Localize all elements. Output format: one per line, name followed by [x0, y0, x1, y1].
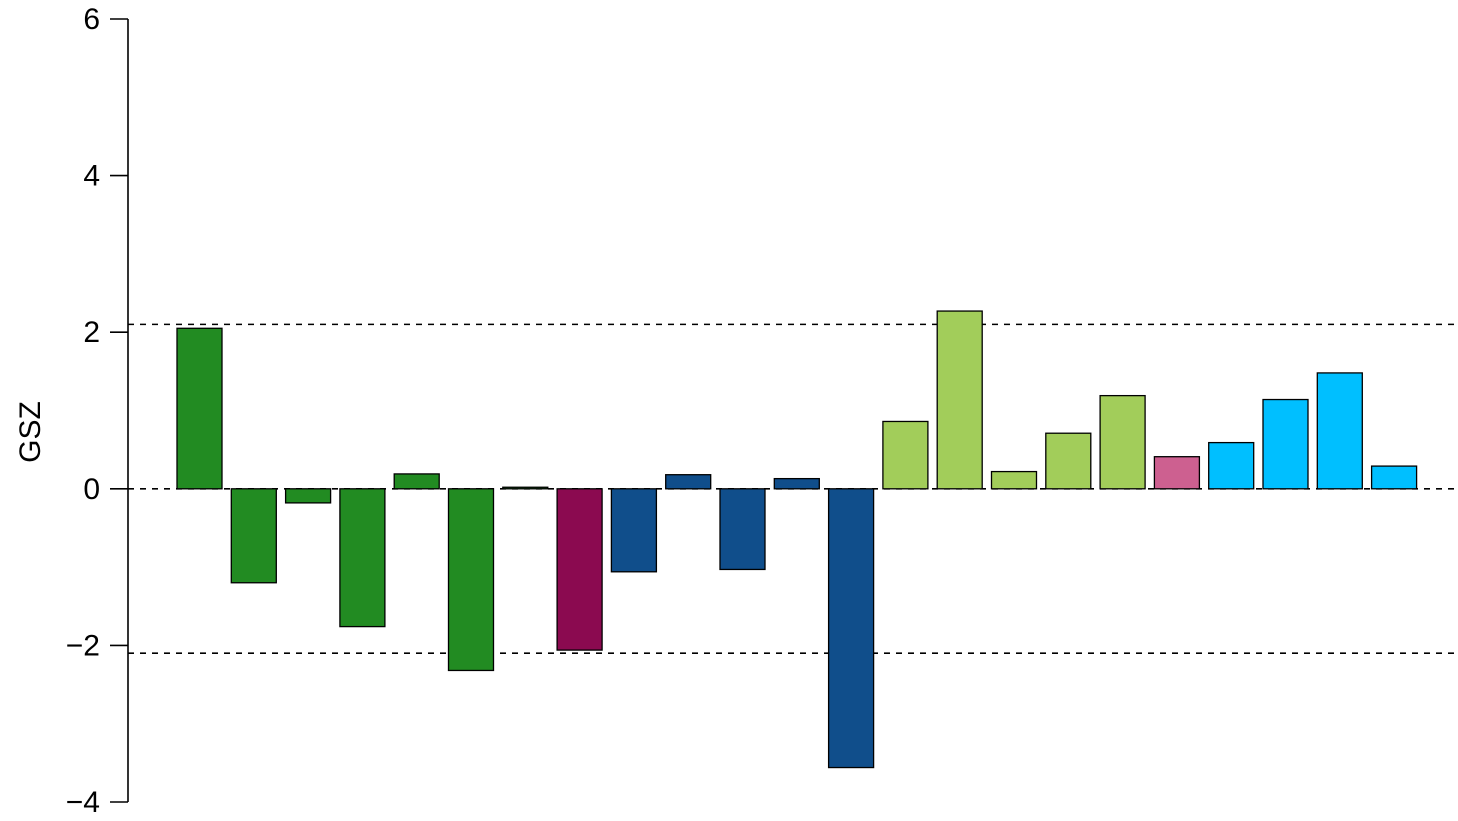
bar — [610, 488, 658, 573]
y-axis: −4 −2 0 2 4 6 — [66, 3, 129, 819]
y-axis-title: GSZ — [14, 401, 47, 463]
y-tick-label: 0 — [83, 473, 100, 506]
bar — [339, 488, 386, 628]
bar — [1262, 398, 1309, 490]
bar — [773, 477, 820, 490]
bar — [1045, 432, 1092, 490]
y-tick-label: −4 — [66, 786, 100, 819]
bars — [176, 310, 1418, 769]
y-tick-label: −2 — [66, 629, 100, 662]
bar — [665, 474, 712, 490]
bar — [719, 488, 766, 571]
bar — [1153, 456, 1201, 490]
bar — [502, 486, 549, 490]
bar — [1099, 394, 1146, 490]
bar — [393, 473, 440, 490]
y-tick-label: 6 — [83, 3, 100, 36]
bar — [936, 310, 983, 490]
bar — [882, 420, 929, 490]
bar — [284, 488, 332, 504]
y-tick-label: 4 — [83, 160, 100, 193]
bar — [990, 470, 1038, 490]
bar — [556, 488, 603, 651]
bar — [827, 488, 875, 769]
bar — [1208, 441, 1255, 490]
bar — [230, 488, 277, 584]
bar — [1316, 372, 1363, 490]
bar — [176, 327, 223, 490]
bar — [447, 488, 495, 672]
bar — [1370, 465, 1418, 490]
y-tick-label: 2 — [83, 316, 100, 349]
